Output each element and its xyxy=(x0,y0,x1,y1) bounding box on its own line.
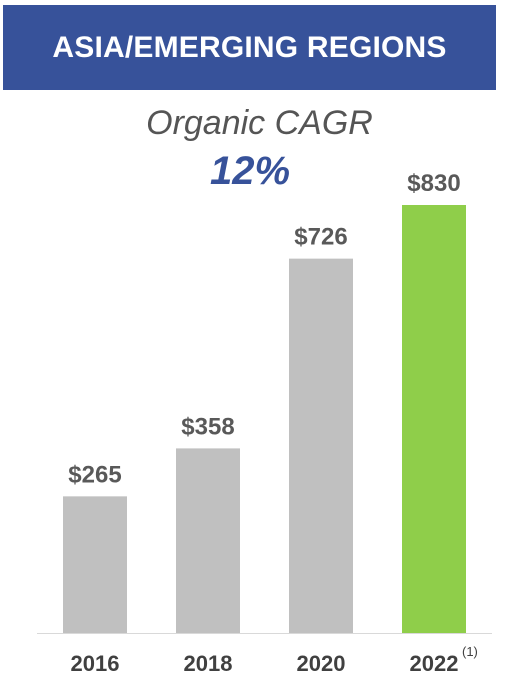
bar-2022 xyxy=(402,205,466,633)
x-tick-label-2022: 2022 xyxy=(410,651,459,676)
footnote-marker: (1) xyxy=(462,644,478,659)
x-tick-label-2016: 2016 xyxy=(71,651,120,676)
bar-2016 xyxy=(63,496,127,633)
bar-2018 xyxy=(176,448,240,633)
header-banner: ASIA/EMERGING REGIONS xyxy=(3,5,496,90)
x-tick-label-2020: 2020 xyxy=(297,651,346,676)
x-tick-label-2018: 2018 xyxy=(184,651,233,676)
cagr-value: 12% xyxy=(209,149,291,193)
bar-2020 xyxy=(289,258,353,633)
value-label-2022: $830 xyxy=(407,170,460,197)
value-label-2018: $358 xyxy=(181,413,234,440)
chart-subtitle: Organic CAGR xyxy=(146,104,373,142)
banner-title: ASIA/EMERGING REGIONS xyxy=(52,30,447,64)
value-label-2020: $726 xyxy=(294,224,347,251)
value-label-2016: $265 xyxy=(68,461,121,488)
